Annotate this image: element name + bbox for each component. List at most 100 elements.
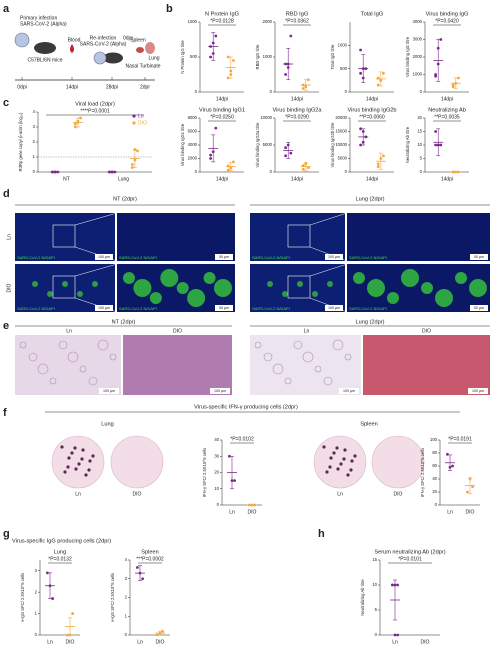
y-axis-label: IFN-γ SFC/ 2.5X10^5 cells <box>420 448 425 497</box>
x-tick-label: 14dpi <box>291 96 303 102</box>
label: 50 µm <box>474 255 484 259</box>
organ-icon <box>145 42 155 54</box>
data-point <box>73 122 77 126</box>
spot <box>342 457 346 461</box>
y-tick-label: 40 <box>432 476 437 481</box>
scale-box <box>215 305 233 311</box>
data-point <box>211 52 215 55</box>
data-point <box>211 150 215 154</box>
label: SARS-CoV-2 N/DAPI <box>349 255 387 260</box>
label: DIO <box>133 491 142 497</box>
data-point <box>284 146 287 150</box>
y-tick-label: 4 <box>125 557 128 562</box>
data-point <box>393 583 397 587</box>
data-point <box>209 45 213 48</box>
spot <box>73 446 77 450</box>
chart-title: Neutralizing Ab <box>428 107 466 113</box>
chart-title: Total IgG <box>361 11 383 17</box>
y-tick-label: 2 <box>33 139 36 144</box>
y-tick-label: 2 <box>35 589 38 594</box>
data-point <box>446 452 449 456</box>
label: 0dpr <box>123 35 133 41</box>
y-tick-label: 0 <box>195 169 198 174</box>
spot <box>74 467 78 471</box>
if-image <box>15 213 115 261</box>
data-point <box>226 55 230 59</box>
label: SARS-CoV-2 N/DAPI <box>119 306 157 311</box>
y-tick-label: 0 <box>420 169 423 174</box>
data-point <box>434 143 437 147</box>
spot <box>63 470 67 474</box>
x-tick-label: 14dpi <box>441 176 453 182</box>
label: Lung <box>101 421 113 427</box>
he-image <box>15 335 121 395</box>
y-tick-label: 3000 <box>413 37 423 42</box>
y-tick-label: 2000 <box>188 156 198 161</box>
spot <box>81 448 85 452</box>
label: SARS-CoV-2 N/DAPI <box>252 255 290 260</box>
y-tick-label: 0 <box>345 169 348 174</box>
data-point <box>304 162 308 166</box>
label: Ln <box>75 491 81 497</box>
elispot-well <box>110 435 164 489</box>
data-point <box>133 148 137 151</box>
data-point <box>108 170 111 174</box>
label: 50 µm <box>219 255 229 259</box>
stain-spot <box>203 272 216 284</box>
zoom-line <box>309 263 348 277</box>
y-tick-label: 500 <box>190 54 198 59</box>
y-tick-label: 20 <box>214 470 219 475</box>
label: Spleen <box>360 421 377 427</box>
data-point <box>73 125 77 129</box>
label: 50 µm <box>219 306 229 310</box>
x-tick-label: 14dpi <box>291 176 303 182</box>
data-point <box>457 170 460 174</box>
y-tick-label: 10 <box>214 486 219 491</box>
organ-icon <box>136 47 144 53</box>
data-point <box>454 81 458 85</box>
y-tick-label: 15 <box>372 557 377 562</box>
label: 2dpr <box>140 84 150 90</box>
data-point <box>396 583 399 587</box>
stain-spot <box>282 291 288 297</box>
y-tick-label: 0 <box>375 632 378 637</box>
x-tick-label: 14dpi <box>366 176 378 182</box>
data-point <box>51 170 54 174</box>
data-point <box>284 62 287 66</box>
x-tick-label: Ln <box>229 509 235 515</box>
x-tick-label: DIO <box>248 509 257 515</box>
y-tick-label: 3 <box>35 568 38 573</box>
virus-icon <box>93 51 107 65</box>
data-point <box>214 126 218 130</box>
data-point <box>138 571 142 575</box>
annotation: *P=0.0128 <box>210 18 234 24</box>
data-point <box>233 479 237 483</box>
blood-drop <box>70 44 74 53</box>
data-point <box>376 83 380 87</box>
y-axis-label: Neutralizing Ab titre <box>405 126 410 163</box>
row-label: DIO <box>6 283 12 292</box>
annotation: *P=0.0101 <box>398 556 422 562</box>
chart-title: Virus binding IgG1 <box>199 107 245 113</box>
annotation: ****P=0.0001 <box>80 108 110 114</box>
panel-letter: g <box>3 528 10 540</box>
panel-letter: c <box>3 97 9 109</box>
y-tick-label: 8000 <box>188 115 198 120</box>
tissue-texture <box>344 353 352 361</box>
y-tick-label: 0 <box>35 632 38 637</box>
data-point <box>232 59 235 62</box>
data-point <box>301 83 305 87</box>
spot <box>87 468 91 472</box>
y-axis-label: v-IgG SFC/ 2.5X10^5 cells <box>20 573 25 622</box>
label: 100 µm <box>328 255 340 259</box>
tissue-texture <box>67 351 79 363</box>
tissue-texture <box>263 352 273 362</box>
he-image <box>363 335 490 395</box>
scale-box <box>215 254 233 260</box>
group-title: Lung (2dpr) <box>356 196 385 202</box>
scale-box <box>95 305 113 311</box>
y-tick-label: 6000 <box>188 129 198 134</box>
y-axis-label: Neutralizing Ab titre <box>360 579 365 616</box>
y-tick-label: 80 <box>432 450 437 455</box>
label: 100 µm <box>98 255 110 259</box>
